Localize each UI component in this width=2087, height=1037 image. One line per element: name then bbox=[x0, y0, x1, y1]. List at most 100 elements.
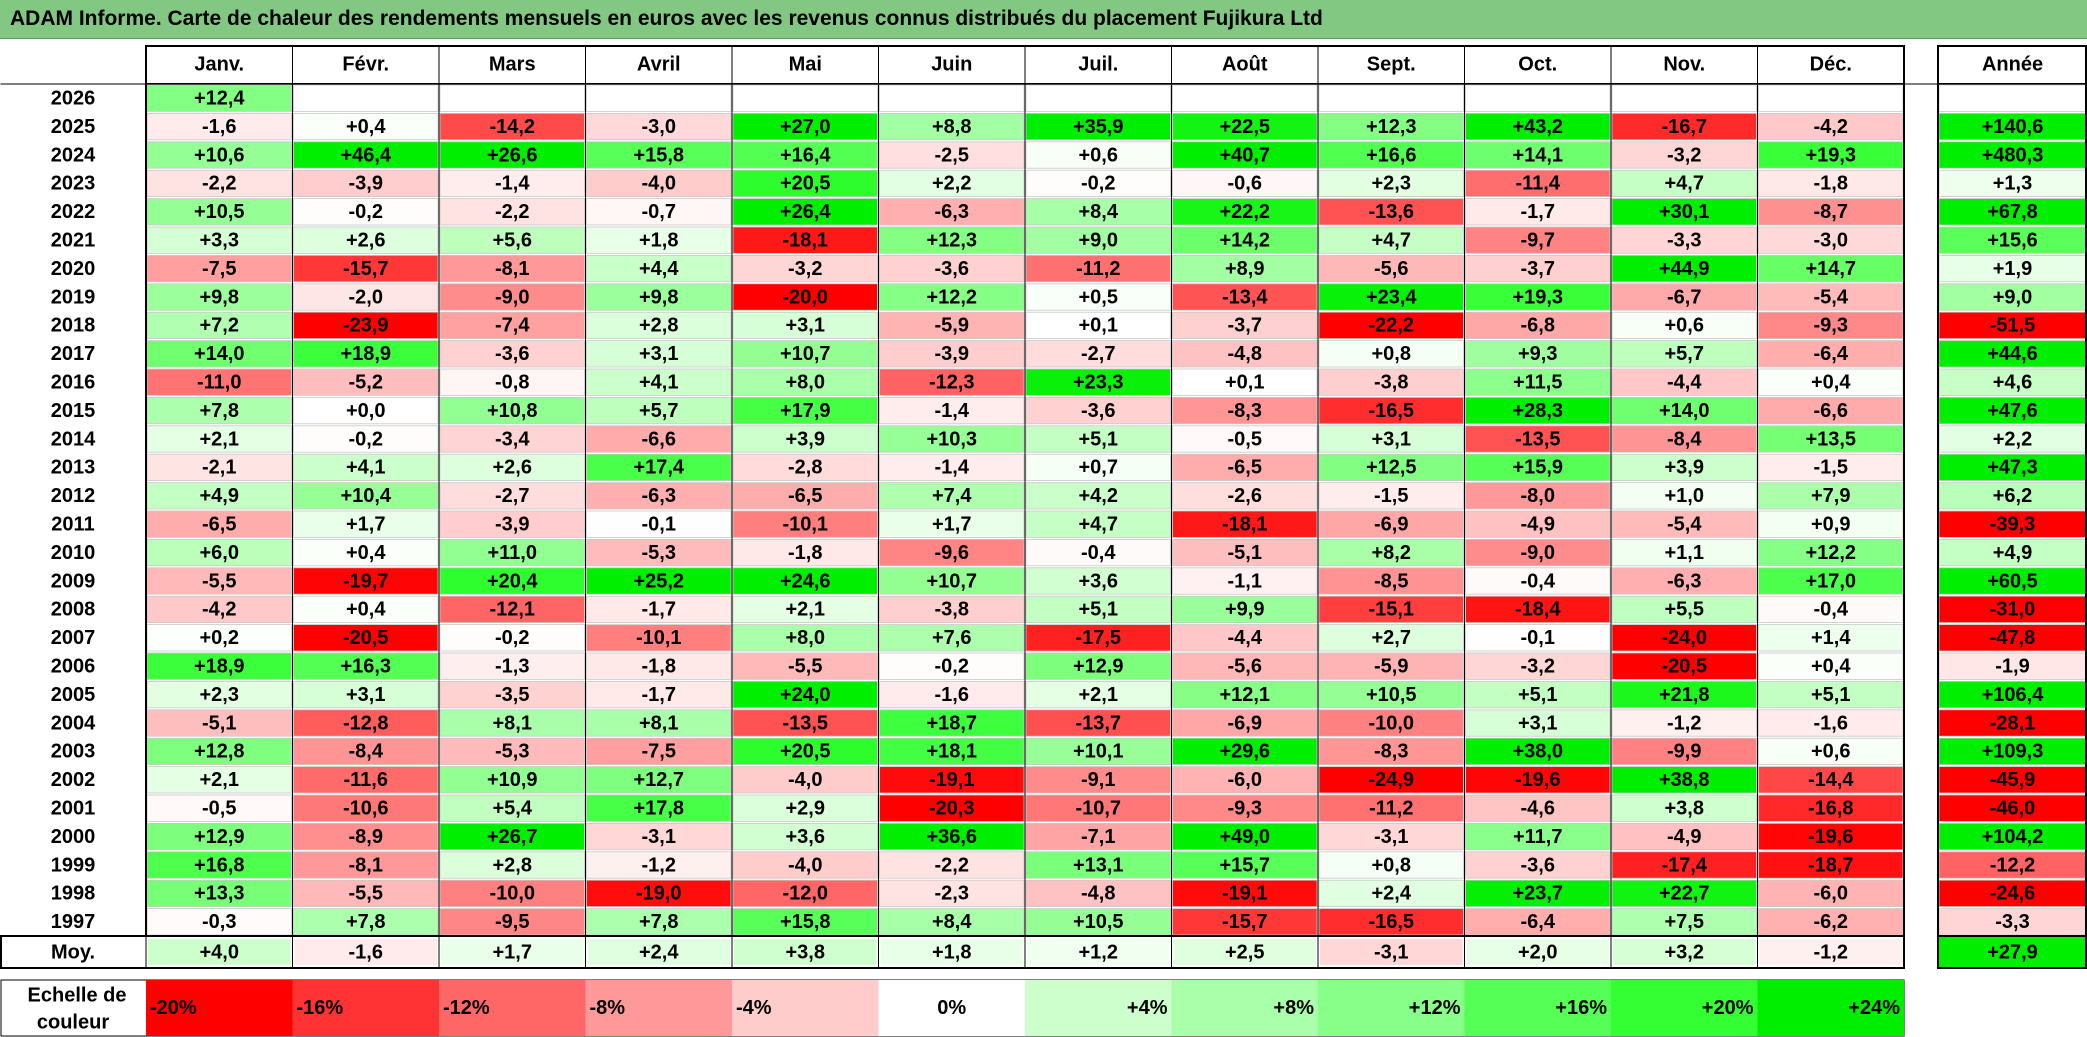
annual-cell bbox=[1938, 340, 2087, 368]
cell-value-label: +14,0 bbox=[194, 343, 245, 365]
average-value-label: +2,5 bbox=[1225, 941, 1264, 963]
heatmap-cell bbox=[879, 84, 1025, 112]
cell-value-label: -5,1 bbox=[202, 712, 236, 734]
cell-value-label: -8,0 bbox=[1521, 485, 1555, 507]
cell-value-label: -19,0 bbox=[636, 883, 682, 905]
cell-value-label: +0,9 bbox=[1811, 513, 1850, 535]
annual-cell bbox=[1938, 595, 2087, 624]
cell-value-label: -11,0 bbox=[197, 371, 241, 393]
cell-value-label: -1,4 bbox=[935, 400, 970, 422]
heatmap-cell bbox=[1611, 425, 1757, 453]
cell-value-label: +3,8 bbox=[1665, 797, 1704, 819]
average-value-label: +1,2 bbox=[1079, 941, 1118, 963]
annual-cell bbox=[1938, 851, 2087, 879]
heatmap-cell bbox=[293, 879, 439, 908]
heatmap-cell bbox=[146, 539, 292, 567]
heatmap-cell bbox=[1465, 254, 1611, 283]
cell-value-label: -6,3 bbox=[1667, 570, 1701, 592]
cell-value-label: +8,4 bbox=[1079, 201, 1119, 223]
average-value-label: +2,4 bbox=[639, 941, 679, 963]
cell-value-label: +5,5 bbox=[1665, 599, 1704, 621]
cell-value-label: +11,7 bbox=[1513, 826, 1563, 848]
heatmap-cell bbox=[1758, 453, 1904, 482]
cell-value-label: -1,5 bbox=[1814, 457, 1848, 479]
cell-value-label: +2,1 bbox=[200, 769, 239, 791]
cell-value-label: +12,2 bbox=[1805, 542, 1856, 564]
heatmap-cell bbox=[1318, 510, 1464, 538]
heatmap-cell bbox=[1318, 908, 1464, 936]
cell-value-label: +2,6 bbox=[346, 229, 385, 251]
heatmap-cell bbox=[732, 311, 878, 340]
average-cell bbox=[294, 939, 437, 965]
cell-value-label: +49,0 bbox=[1219, 826, 1270, 848]
heatmap-cell bbox=[1025, 879, 1171, 908]
cell-value-label: -10,7 bbox=[1075, 797, 1121, 819]
heatmap-cell bbox=[439, 567, 585, 595]
cell-value-label: -0,5 bbox=[202, 797, 236, 819]
heatmap-cell bbox=[1611, 652, 1757, 680]
cell-value-label: +8,1 bbox=[639, 712, 678, 734]
heatmap-cell bbox=[1611, 510, 1757, 538]
row-year-label: 2024 bbox=[51, 144, 96, 166]
average-cell bbox=[1173, 939, 1316, 965]
heatmap-cell bbox=[1025, 283, 1171, 311]
cell-value-label: -1,2 bbox=[642, 854, 676, 876]
heatmap-cell bbox=[879, 567, 1025, 595]
heatmap-cell bbox=[879, 737, 1025, 766]
heatmap-cell bbox=[1172, 595, 1318, 624]
heatmap-cell bbox=[879, 425, 1025, 453]
heatmap-cell bbox=[439, 766, 585, 794]
heatmap-cell bbox=[293, 908, 439, 936]
cell-value-label: +1,8 bbox=[639, 229, 678, 251]
cell-value-label: +27,0 bbox=[780, 116, 831, 138]
cell-value-label: -0,2 bbox=[349, 428, 383, 450]
cell-value-label: +30,1 bbox=[1659, 201, 1710, 223]
color-scale-stop-label: -8% bbox=[590, 997, 626, 1019]
heatmap-cell bbox=[293, 283, 439, 311]
heatmap-cell bbox=[1172, 368, 1318, 396]
cell-value-label: +14,1 bbox=[1512, 144, 1563, 166]
cell-value-label: +15,7 bbox=[1219, 854, 1270, 876]
heatmap-cell bbox=[1025, 311, 1171, 340]
cell-value-label: -15,7 bbox=[343, 258, 389, 280]
cell-value-label: -5,6 bbox=[1374, 258, 1408, 280]
cell-value-label: +0,2 bbox=[200, 627, 239, 649]
heatmap-cell bbox=[1465, 567, 1611, 595]
row-year-label: 2009 bbox=[51, 570, 96, 592]
cell-value-label: -9,1 bbox=[1081, 769, 1115, 791]
cell-value-label: +10,5 bbox=[1073, 911, 1124, 933]
cell-value-label: +18,9 bbox=[340, 343, 391, 365]
average-value-label: -1,2 bbox=[1814, 941, 1848, 963]
annual-value-label: +47,6 bbox=[1987, 400, 2038, 422]
heatmap-cell bbox=[1758, 794, 1904, 822]
page-title: ADAM Informe. Carte de chaleur des rende… bbox=[10, 7, 1323, 30]
heatmap-cell bbox=[293, 141, 439, 169]
row-year-label: 1997 bbox=[51, 911, 96, 933]
annual-value-label: +140,6 bbox=[1982, 116, 2044, 138]
cell-value-label: +13,5 bbox=[1805, 428, 1856, 450]
cell-value-label: +12,5 bbox=[1366, 457, 1417, 479]
cell-value-label: -3,9 bbox=[935, 343, 969, 365]
cell-value-label: +0,8 bbox=[1372, 854, 1411, 876]
cell-value-label: +15,8 bbox=[633, 144, 684, 166]
cell-value-label: -3,6 bbox=[1521, 854, 1555, 876]
heatmap-cell bbox=[1465, 595, 1611, 624]
heatmap-cell bbox=[1318, 737, 1464, 766]
cell-value-label: -6,5 bbox=[1228, 457, 1262, 479]
cell-value-label: +4,7 bbox=[1079, 513, 1118, 535]
heatmap-cell bbox=[879, 595, 1025, 624]
heatmap-cell bbox=[1465, 198, 1611, 226]
month-header: Nov. bbox=[1663, 53, 1705, 75]
heatmap-cell bbox=[732, 539, 878, 567]
heatmap-cell bbox=[732, 198, 878, 226]
cell-value-label: +19,3 bbox=[1805, 144, 1856, 166]
cell-value-label: -16,5 bbox=[1368, 400, 1414, 422]
month-header: Mars bbox=[489, 53, 536, 75]
heatmap-cell bbox=[732, 766, 878, 794]
color-scale-swatch bbox=[1025, 980, 1172, 1036]
cell-value-label: -10,6 bbox=[343, 797, 389, 819]
heatmap-cell bbox=[879, 652, 1025, 680]
heatmap-cell bbox=[293, 851, 439, 879]
row-year-label: 2021 bbox=[51, 229, 96, 251]
month-header: Oct. bbox=[1518, 53, 1557, 75]
